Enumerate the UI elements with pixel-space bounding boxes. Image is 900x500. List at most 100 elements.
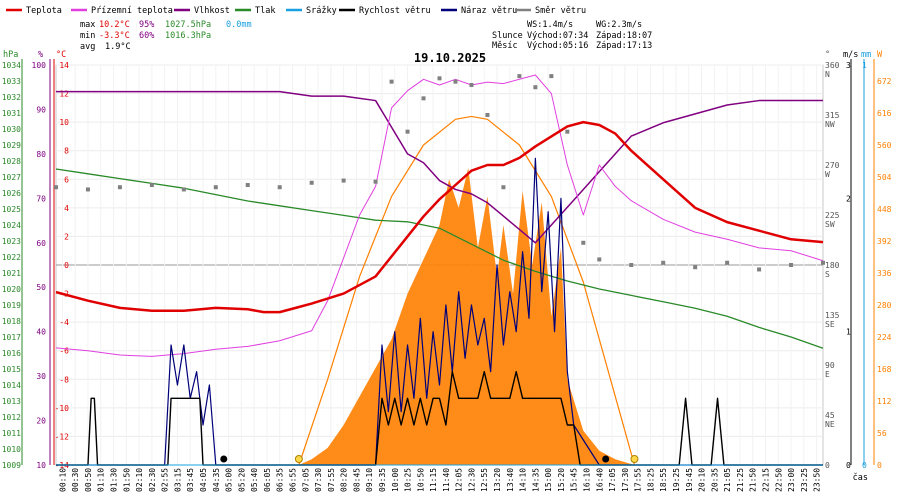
hpa-tick-label: 1031	[2, 109, 21, 118]
x-tick-label: 00:50	[84, 468, 93, 492]
rain-tick-label: 0	[862, 461, 867, 470]
wind-direction-point	[389, 79, 394, 84]
moonrise: Východ:05:16	[527, 41, 588, 51]
x-tick-label: 04:35	[212, 468, 221, 492]
x-tick-label: 01:30	[110, 468, 119, 492]
direction-tick-label: 45	[825, 411, 835, 420]
x-tick-label: 19:45	[685, 468, 694, 492]
stats-max-press: 1027.5hPa	[165, 20, 211, 30]
solar-radiation-area	[298, 167, 635, 465]
solar-max-line	[298, 115, 636, 466]
x-tick-label: 02:10	[135, 468, 144, 492]
wind-speed-line	[56, 370, 823, 466]
temperature-tick-label: -8	[59, 375, 69, 384]
x-tick-label: 20:10	[698, 468, 707, 492]
axis-unit-label: mm	[861, 50, 871, 60]
humidity-tick-label: 70	[36, 194, 46, 203]
stats-min-temp: -3.3°C	[99, 31, 130, 41]
wind-direction-point	[549, 74, 554, 79]
temperature-tick-label: 14	[59, 61, 69, 70]
x-tick-label: 11:15	[429, 468, 438, 492]
legend-label: Teplota	[26, 6, 62, 16]
wind-direction-point	[581, 240, 586, 245]
solar-tick-label: 0	[877, 461, 882, 470]
humidity-tick-label: 20	[36, 417, 46, 426]
x-tick-label: 11:40	[442, 468, 451, 492]
wind-direction-point	[437, 76, 442, 81]
solar-tick-label: 280	[877, 301, 892, 310]
direction-tick-label: 225	[825, 211, 840, 220]
legend: Teplota Pŕízemní teplota Vlhkost Tlak Srážky…	[6, 6, 586, 16]
x-tick-label: 06:35	[276, 468, 285, 492]
solar-tick-label: 560	[877, 141, 892, 150]
humidity-tick-label: 60	[36, 239, 46, 248]
axis-unit-label: °	[825, 50, 830, 60]
hpa-tick-label: 1012	[2, 413, 21, 422]
wind-direction-point	[517, 74, 522, 79]
humidity-tick-label: 30	[36, 372, 46, 381]
hpa-tick-label: 1013	[2, 397, 21, 406]
legend-label: Pŕízemní teplota	[91, 6, 173, 16]
stats-min-label: min	[80, 31, 95, 41]
hpa-tick-label: 1014	[2, 381, 21, 390]
sunset-marker	[630, 455, 639, 463]
hpa-tick-label: 1021	[2, 269, 21, 278]
solar-tick-label: 616	[877, 109, 892, 118]
x-tick-label: 23:00	[787, 468, 796, 492]
direction-tick-label: 360	[825, 61, 840, 70]
plot-area	[54, 74, 825, 466]
stats-max-temp: 10.2°C	[99, 20, 130, 30]
wind-direction-point	[85, 187, 90, 192]
solar-tick-label: 392	[877, 237, 892, 246]
temperature-tick-label: -12	[55, 432, 70, 441]
hpa-tick-label: 1016	[2, 349, 21, 358]
hpa-tick-label: 1015	[2, 365, 21, 374]
hpa-tick-label: 1010	[2, 445, 21, 454]
wind-direction-point	[485, 113, 490, 117]
x-tick-label: 13:40	[506, 468, 515, 492]
moon-label: Měsíc	[492, 41, 518, 51]
wind-direction-point	[693, 265, 698, 270]
humidity-tick-label: 10	[36, 461, 46, 470]
hpa-tick-label: 1020	[2, 285, 21, 294]
x-tick-label: 19:25	[672, 468, 681, 492]
x-tick-label: 21:25	[736, 468, 745, 492]
temperature-tick-label: 6	[64, 175, 69, 184]
wind-direction-point	[405, 129, 410, 134]
stats-max-rain: 0.0mm	[226, 20, 252, 30]
direction-compass-label: NW	[825, 120, 835, 129]
stats-min-hum: 60%	[139, 31, 154, 41]
sunrise: Východ:07:34	[527, 31, 588, 41]
direction-tick-label: 135	[825, 311, 840, 320]
wind-direction-point	[421, 96, 426, 101]
wind-direction-point	[149, 183, 154, 187]
x-axis-label: čas	[853, 472, 868, 483]
temperature-tick-label: 2	[64, 232, 69, 241]
x-tick-label: 23:50	[813, 468, 822, 492]
direction-tick-label: 315	[825, 111, 840, 120]
solar-tick-label: 56	[877, 429, 887, 438]
hpa-tick-label: 1017	[2, 333, 21, 342]
temperature-tick-label: -6	[59, 347, 69, 356]
hpa-tick-label: 1009	[2, 461, 21, 470]
humidity-tick-label: 90	[36, 105, 46, 114]
hpa-tick-label: 1025	[2, 205, 21, 214]
direction-tick-label: 180	[825, 261, 840, 270]
x-tick-label: 09:10	[365, 468, 374, 492]
x-tick-label: 08:45	[352, 468, 361, 492]
stats-min-press: 1016.3hPa	[165, 31, 211, 41]
x-tick-label: 07:55	[327, 468, 336, 492]
x-tick-label: 15:45	[570, 468, 579, 492]
direction-tick-label: 270	[825, 161, 840, 170]
x-tick-label: 13:20	[493, 468, 502, 492]
x-tick-label: 21:05	[723, 468, 732, 492]
hpa-tick-label: 1026	[2, 189, 21, 198]
x-tick-label: 18:25	[646, 468, 655, 492]
x-tick-label: 10:00	[391, 468, 400, 492]
hpa-tick-label: 1011	[2, 429, 21, 438]
stats-block: max 10.2°C 95% 1027.5hPa 0.0mm min -3.3°…	[80, 20, 252, 52]
solar-tick-label: 112	[877, 397, 892, 406]
wind-direction-point	[341, 178, 346, 183]
x-tick-label: 15:00	[544, 468, 553, 492]
axis-unit-label: W	[877, 50, 883, 60]
